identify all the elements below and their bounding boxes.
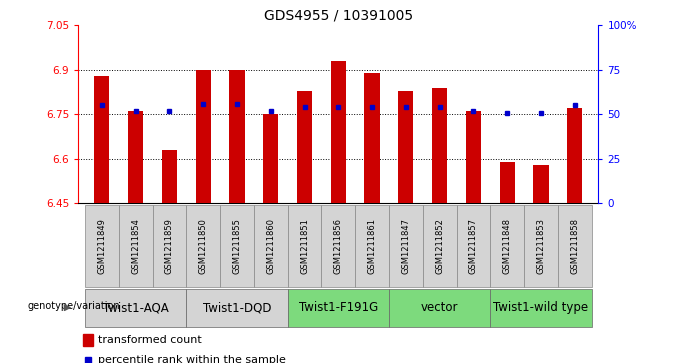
Text: GSM1211848: GSM1211848	[503, 218, 511, 274]
Bar	[288, 205, 322, 287]
Text: GSM1211853: GSM1211853	[537, 218, 545, 274]
Text: GSM1211850: GSM1211850	[199, 218, 207, 274]
Bar	[85, 289, 186, 327]
Bar	[85, 205, 119, 287]
Bar	[533, 165, 549, 203]
Text: GSM1211859: GSM1211859	[165, 218, 174, 274]
Bar	[567, 109, 582, 203]
Bar	[297, 91, 312, 203]
Bar	[524, 205, 558, 287]
Text: GSM1211849: GSM1211849	[97, 218, 106, 274]
Bar	[254, 205, 288, 287]
Bar	[398, 91, 413, 203]
Title: GDS4955 / 10391005: GDS4955 / 10391005	[264, 9, 413, 23]
Text: GSM1211851: GSM1211851	[300, 218, 309, 274]
Text: percentile rank within the sample: percentile rank within the sample	[98, 355, 286, 363]
Text: GSM1211847: GSM1211847	[401, 218, 410, 274]
Text: Twist1-AQA: Twist1-AQA	[103, 301, 169, 314]
Bar	[490, 205, 524, 287]
Bar	[288, 289, 389, 327]
Bar	[95, 76, 109, 203]
Bar	[466, 111, 481, 203]
Text: GSM1211854: GSM1211854	[131, 218, 140, 274]
Bar	[500, 162, 515, 203]
Text: GSM1211857: GSM1211857	[469, 218, 478, 274]
Bar	[322, 205, 355, 287]
Bar	[456, 205, 490, 287]
Bar	[432, 87, 447, 203]
Bar	[263, 114, 278, 203]
Text: GSM1211860: GSM1211860	[267, 218, 275, 274]
Bar	[162, 150, 177, 203]
Bar	[186, 289, 288, 327]
Bar	[355, 205, 389, 287]
Text: GSM1211855: GSM1211855	[233, 218, 241, 274]
Bar	[330, 61, 346, 203]
Text: Twist1-DQD: Twist1-DQD	[203, 301, 271, 314]
Bar	[558, 205, 592, 287]
Bar	[490, 289, 592, 327]
Text: transformed count: transformed count	[98, 335, 202, 345]
Bar	[128, 111, 143, 203]
Text: GSM1211858: GSM1211858	[571, 218, 579, 274]
Text: GSM1211856: GSM1211856	[334, 218, 343, 274]
Bar	[84, 334, 92, 346]
Bar	[196, 70, 211, 203]
Text: GSM1211861: GSM1211861	[368, 218, 377, 274]
Text: vector: vector	[421, 301, 458, 314]
Bar	[119, 205, 152, 287]
Bar	[152, 205, 186, 287]
Text: Twist1-F191G: Twist1-F191G	[299, 301, 378, 314]
Text: Twist1-wild type: Twist1-wild type	[494, 301, 588, 314]
Bar	[389, 205, 423, 287]
Bar	[220, 205, 254, 287]
Text: GSM1211852: GSM1211852	[435, 218, 444, 274]
Bar	[364, 73, 379, 203]
Bar	[389, 289, 490, 327]
Bar	[186, 205, 220, 287]
Bar	[423, 205, 456, 287]
Text: genotype/variation: genotype/variation	[27, 301, 120, 311]
Bar	[229, 70, 245, 203]
